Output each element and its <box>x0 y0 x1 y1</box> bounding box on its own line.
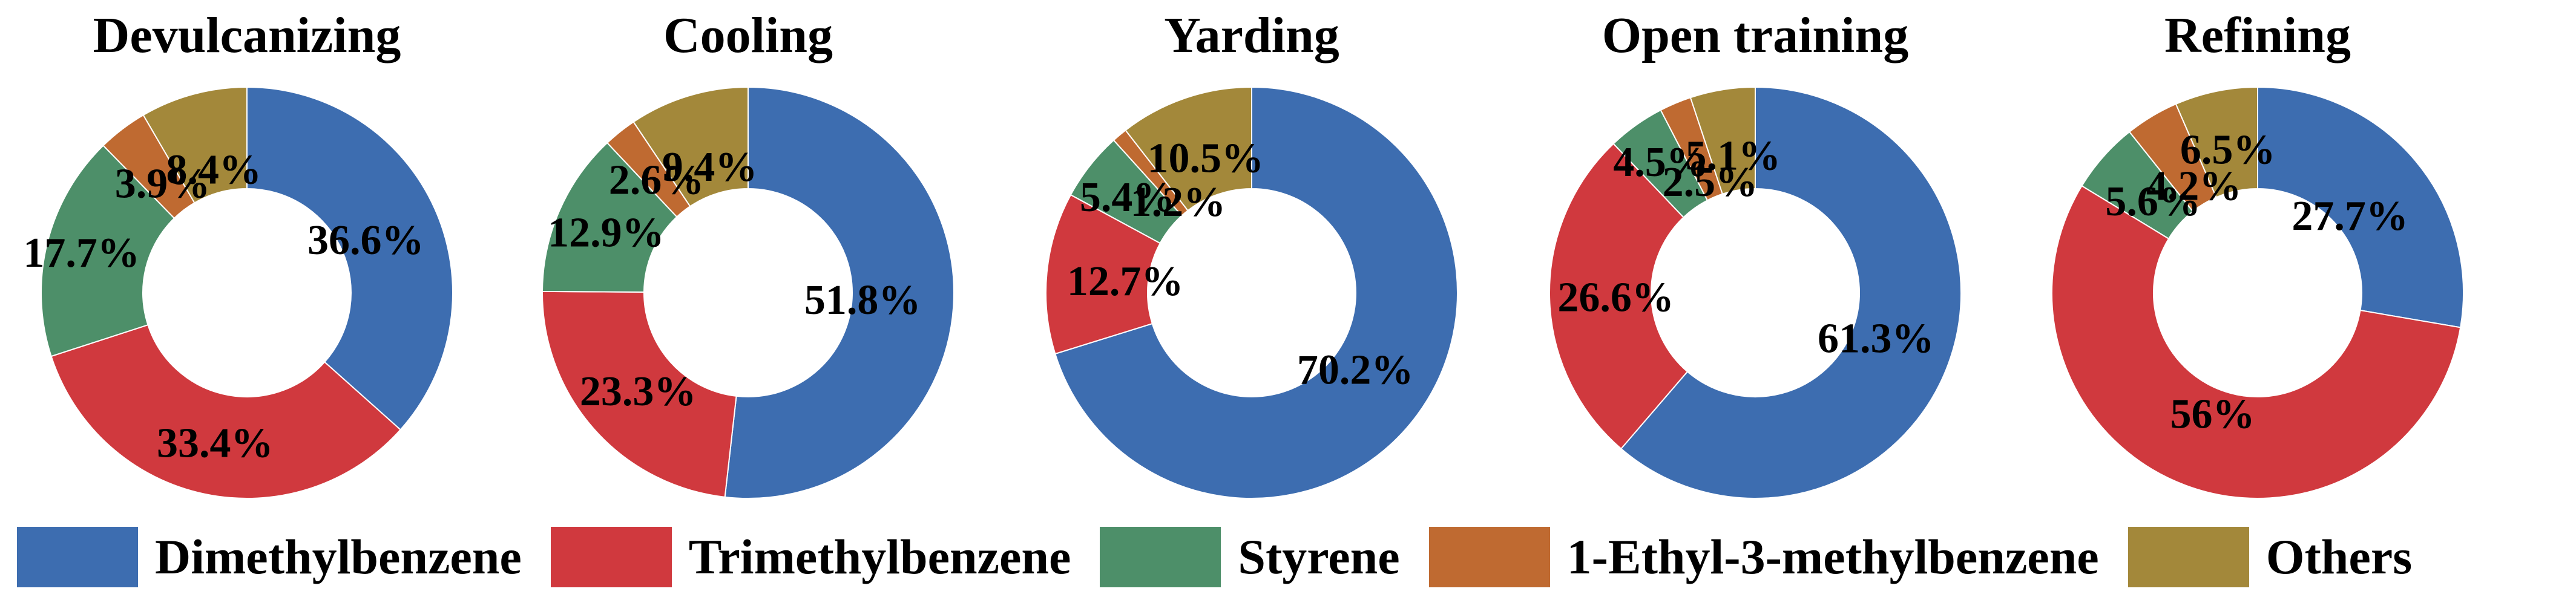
legend-label: Dimethylbenzene <box>155 529 522 584</box>
slice-dimethylbenzene <box>724 86 954 499</box>
slice-label: 8.4% <box>166 146 261 193</box>
slice-label: 26.6% <box>1557 274 1674 321</box>
slice-label: 5.6% <box>2105 178 2201 225</box>
donut-refining: Refining 27.7% 56% 5.6%4.2%6.5% <box>2051 7 2464 500</box>
slice-label: 10.5% <box>1147 135 1264 182</box>
slice-label: 33.4% <box>157 420 274 466</box>
legend-item-dimethylbenzene: Dimethylbenzene <box>17 527 522 587</box>
slice-label: 2.5% <box>1663 159 1758 206</box>
donut-cooling: Cooling 51.8% 23.3% 12.9% 2.6%9.4% <box>542 7 954 499</box>
legend-label: Others <box>2266 529 2413 584</box>
slice-label: 6.5% <box>2180 126 2276 173</box>
slice-label: 2.6% <box>609 157 705 204</box>
slice-label: 4.5% <box>1613 139 1709 186</box>
slice-label: 56% <box>2170 391 2255 437</box>
slice-label: 51.8% <box>804 277 921 324</box>
chart-title: Open training <box>1602 7 1908 64</box>
donut-yarding: Yarding 70.2% 12.7% 5.4%1.2%10.5% <box>1045 7 1459 499</box>
chart-title: Devulcanizing <box>93 7 401 64</box>
slice-styrene <box>41 145 176 357</box>
legend-label: Styrene <box>1238 529 1400 584</box>
legend: Dimethylbenzene Trimethylbenzene Styrene 1-… <box>0 514 2576 600</box>
slice-others <box>1125 86 1252 212</box>
slice-label: 12.9% <box>548 209 665 256</box>
slice-trimethylbenzene <box>1045 194 1162 355</box>
slice-label: 61.3% <box>1818 315 1934 362</box>
slice-dimethylbenzene <box>246 86 453 431</box>
slice-others <box>2175 86 2258 198</box>
slice-label: 5.4% <box>1080 174 1175 221</box>
legend-swatch <box>550 527 672 587</box>
slice-label: 36.6% <box>307 217 424 264</box>
legend-item-others: Others <box>2128 527 2412 587</box>
legend-item-1-ethyl-3-methylbenzene: 1-Ethyl-3-methylbenzene <box>1428 527 2099 587</box>
slice-label: 3.9% <box>115 160 211 207</box>
legend-item-styrene: Styrene <box>1100 527 1400 587</box>
chart-title: Yarding <box>1164 7 1339 64</box>
chart-title: Cooling <box>663 7 833 64</box>
legend-label: Trimethylbenzene <box>688 529 1071 584</box>
slice-others <box>1689 86 1756 195</box>
slice-others <box>632 86 749 207</box>
legend-swatch <box>2128 527 2249 587</box>
chart-title: Refining <box>2164 7 2351 64</box>
slice-label: 4.2% <box>2146 163 2242 209</box>
donut-open-training: Open training 61.3% 26.6% 4.5%2.5%5.1% <box>1549 7 1962 499</box>
slice-trimethylbenzene <box>50 324 402 499</box>
slice-trimethylbenzene <box>542 290 737 498</box>
slice-label: 27.7% <box>2292 193 2408 240</box>
donut-devulcanizing: Devulcanizing 36.6% 33.4% 17.7% 3.9%8.4% <box>23 7 453 499</box>
slice-styrene <box>542 142 678 293</box>
legend-swatch <box>17 527 138 587</box>
slice-label: 17.7% <box>23 230 140 276</box>
slice-label: 9.4% <box>662 144 758 191</box>
slice-label: 12.7% <box>1067 258 1184 305</box>
slice-dimethylbenzene <box>1620 86 1962 499</box>
legend-swatch <box>1428 527 1550 587</box>
slice-others <box>142 86 248 204</box>
slice-dimethylbenzene <box>1054 86 1459 499</box>
slice-trimethylbenzene <box>2051 184 2462 500</box>
slice-trimethylbenzene <box>1549 143 1689 450</box>
legend-swatch <box>1100 527 1221 587</box>
legend-item-trimethylbenzene: Trimethylbenzene <box>550 527 1071 587</box>
slice-label: 5.1% <box>1685 133 1781 180</box>
slice-label: 23.3% <box>580 368 697 415</box>
slice-dimethylbenzene <box>2257 86 2464 328</box>
slice-label: 1.2% <box>1131 179 1226 226</box>
legend-label: 1-Ethyl-3-methylbenzene <box>1566 529 2099 584</box>
slice-label: 70.2% <box>1297 347 1414 393</box>
